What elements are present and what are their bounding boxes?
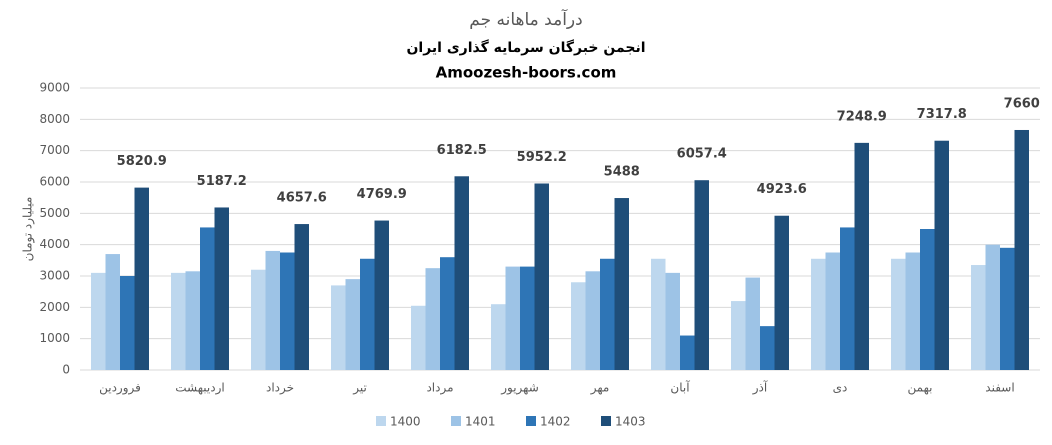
bar (454, 176, 469, 370)
legend-label: 1401 (465, 415, 496, 429)
bar (185, 271, 200, 370)
bar (971, 265, 986, 370)
legend-label: 1400 (390, 415, 421, 429)
bar (251, 269, 266, 370)
bar (505, 266, 520, 370)
data-label: 7317.8 (917, 107, 967, 122)
x-tick-label: اردیبهشت (175, 381, 224, 396)
data-label: 6057.4 (677, 147, 727, 162)
y-tick-label: 6000 (39, 175, 70, 189)
y-tick-label: 2000 (39, 300, 70, 314)
bar (491, 304, 506, 370)
x-tick-label: آذر (752, 380, 768, 396)
data-label: 4657.6 (277, 191, 327, 206)
bar (600, 258, 615, 370)
data-label: 4923.6 (757, 182, 807, 197)
legend-swatch (451, 416, 461, 426)
x-tick-label: شهریور (500, 381, 539, 396)
y-axis-label: میلیارد تومان (21, 197, 36, 262)
x-tick-label: تیر (352, 381, 367, 396)
bar (440, 257, 455, 370)
x-tick-label: دی (833, 381, 848, 395)
x-tick-label: بهمن (908, 381, 933, 396)
bar (294, 224, 309, 370)
x-tick-label: اسفند (985, 381, 1014, 395)
data-label: 6182.5 (437, 143, 487, 158)
chart-source: Amoozesh-boors.com (436, 64, 617, 82)
y-tick-label: 9000 (39, 81, 70, 95)
data-label: 5952.2 (517, 150, 567, 165)
legend-label: 1403 (615, 415, 646, 429)
x-tick-label: آبان (670, 380, 690, 395)
y-tick-label: 3000 (39, 269, 70, 283)
bar (585, 271, 600, 370)
bar (534, 183, 549, 370)
x-tick-label: مهر (590, 381, 610, 396)
bar (520, 266, 535, 370)
bar (731, 301, 746, 370)
bar (891, 258, 906, 370)
legend-label: 1402 (540, 415, 571, 429)
y-tick-label: 5000 (39, 206, 70, 220)
bar (214, 207, 229, 370)
bar (280, 252, 295, 370)
bar (825, 252, 840, 370)
bar (840, 227, 855, 370)
bar (985, 244, 1000, 370)
data-label: 7660 (1004, 96, 1040, 111)
data-label: 5488 (604, 165, 640, 180)
bar (665, 272, 680, 370)
bar (934, 140, 949, 370)
legend-swatch (526, 416, 536, 426)
bar (854, 142, 869, 370)
bar (411, 305, 426, 370)
y-tick-label: 0 (62, 363, 70, 377)
data-label: 4769.9 (357, 187, 407, 202)
y-tick-label: 8000 (39, 112, 70, 126)
x-tick-label: فروردین (99, 381, 141, 396)
legend-swatch (601, 416, 611, 426)
bar (374, 220, 389, 370)
bar (680, 335, 695, 370)
bar (811, 258, 826, 370)
bar (614, 198, 629, 370)
x-tick-label: مرداد (426, 381, 453, 396)
data-label: 5187.2 (197, 174, 247, 189)
bar (134, 187, 149, 370)
bar (331, 285, 346, 370)
bar (905, 252, 920, 370)
bar (171, 272, 186, 370)
bar (774, 215, 789, 370)
bar (360, 258, 375, 370)
chart-subtitle: انجمن خبرگان سرمایه گذاری ایران (406, 39, 645, 56)
bar (1014, 129, 1029, 370)
bar (651, 258, 666, 370)
bar (1000, 247, 1015, 370)
bar (200, 227, 215, 370)
bar (105, 254, 120, 370)
bar (345, 279, 360, 370)
y-tick-label: 1000 (39, 331, 70, 345)
x-tick-label: خرداد (266, 381, 294, 396)
legend-swatch (376, 416, 386, 426)
bar (120, 276, 135, 370)
bar (760, 326, 775, 370)
data-label: 5820.9 (117, 154, 167, 169)
bar (571, 282, 586, 370)
chart-title: درآمد ماهانه جم (469, 8, 582, 30)
bar (745, 277, 760, 370)
bar (91, 272, 106, 370)
bar (920, 229, 935, 370)
y-tick-label: 4000 (39, 237, 70, 251)
y-tick-label: 7000 (39, 143, 70, 157)
bar (694, 180, 709, 370)
data-label: 7248.9 (837, 109, 887, 124)
bar (265, 250, 280, 370)
bar (425, 268, 440, 370)
